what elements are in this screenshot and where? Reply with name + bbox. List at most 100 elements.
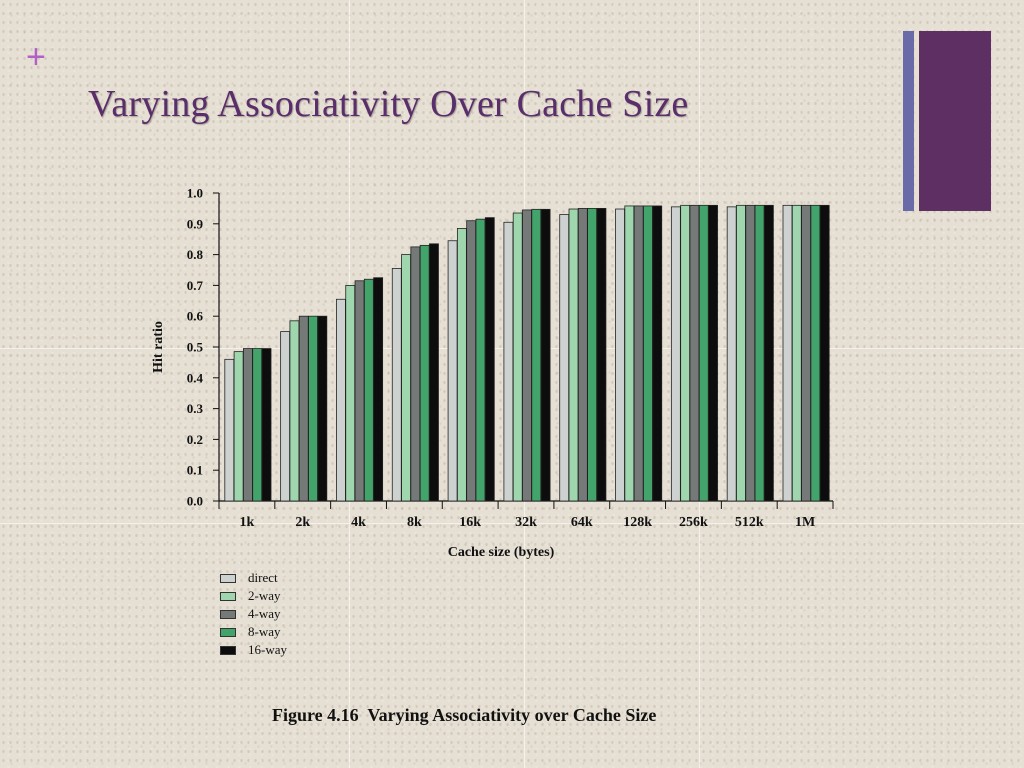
bar-16-way-16k [484, 217, 495, 502]
legend-item: 8-way [220, 623, 287, 641]
legend-item: 2-way [220, 587, 287, 605]
x-tick-label: 512k [735, 515, 764, 530]
slide-title: Varying Associativity Over Cache Size [88, 83, 689, 125]
legend-label: direct [248, 570, 278, 585]
x-tick-label: 8k [407, 515, 422, 530]
bar-16-way-8k [429, 243, 439, 502]
bar-16-way-64k [596, 207, 607, 502]
x-tick-label: 256k [679, 515, 708, 530]
bar-2-way-64k [568, 208, 579, 502]
bar-8-way-4k [363, 278, 374, 502]
bar-2-way-256k [680, 204, 691, 502]
bar-4-way-64k [577, 207, 588, 502]
legend-item: direct [220, 569, 287, 587]
x-tick-label: 128k [623, 515, 652, 530]
bar-8-way-16k [475, 218, 486, 502]
bar-2-way-512k [736, 204, 746, 502]
legend-swatch [220, 645, 236, 655]
bar-2-way-16k [456, 228, 467, 502]
bar-16-way-128k [652, 205, 663, 502]
bar-4-way-1M [801, 204, 811, 502]
bar-direct-2k [280, 331, 291, 502]
bar-4-way-32k [522, 209, 532, 502]
legend-label: 2-way [248, 588, 281, 603]
decorative-bar-blue [903, 31, 914, 211]
bar-16-way-256k [708, 204, 718, 502]
bar-direct-256k [670, 206, 681, 502]
bar-2-way-1M [791, 204, 802, 502]
x-tick-label: 1M [795, 515, 815, 530]
bar-direct-64k [559, 214, 570, 502]
y-tick-label: 0.3 [187, 401, 204, 416]
bar-direct-1k [224, 358, 235, 502]
legend-swatch [220, 573, 236, 583]
figure-caption: Figure 4.16 Varying Associativity over C… [272, 705, 657, 725]
bar-direct-4k [336, 298, 346, 502]
bar-8-way-2k [308, 315, 318, 502]
x-tick-label: 4k [351, 515, 366, 530]
bar-8-way-1k [252, 348, 263, 502]
bar-16-way-1M [819, 204, 830, 502]
bar-8-way-32k [531, 208, 542, 502]
legend-item: 4-way [220, 605, 287, 623]
decorative-bar-purple [919, 31, 991, 211]
y-tick-label: 0.6 [187, 309, 204, 324]
bar-8-way-128k [643, 205, 653, 502]
bar-2-way-128k [624, 205, 635, 502]
bar-2-way-4k [345, 284, 356, 502]
bar-direct-16k [447, 240, 458, 502]
bar-16-way-512k [763, 204, 774, 502]
bar-8-way-256k [698, 204, 709, 502]
bar-direct-8k [391, 268, 402, 502]
legend-label: 16-way [248, 642, 287, 657]
bar-4-way-8k [410, 246, 421, 502]
bar-4-way-2k [298, 315, 309, 502]
x-tick-label: 16k [459, 515, 481, 530]
bar-2-way-2k [289, 320, 300, 502]
bar-4-way-16k [466, 220, 477, 502]
y-tick-label: 0.5 [187, 340, 204, 355]
bar-direct-512k [726, 206, 737, 502]
x-tick-label: 1k [240, 515, 255, 530]
bar-4-way-4k [354, 280, 365, 502]
legend-swatch [220, 627, 236, 637]
bar-2-way-8k [401, 254, 411, 502]
y-tick-label: 0.4 [187, 370, 204, 385]
background-grid-line [0, 523, 1024, 524]
bar-8-way-1M [810, 204, 821, 502]
legend-label: 8-way [248, 624, 281, 639]
bar-2-way-32k [512, 212, 523, 502]
bar-16-way-1k [261, 348, 272, 502]
y-tick-label: 0.2 [187, 432, 203, 447]
bar-4-way-128k [633, 205, 644, 502]
bar-direct-128k [615, 208, 625, 502]
bar-8-way-8k [419, 244, 430, 502]
bar-16-way-4k [373, 277, 384, 502]
bar-2-way-1k [233, 351, 244, 502]
bar-4-way-1k [243, 348, 253, 502]
chart-legend: direct 2-way 4-way 8-way 16-way [220, 569, 287, 659]
legend-swatch [220, 609, 236, 619]
bar-4-way-512k [745, 204, 756, 502]
x-tick-label: 2k [295, 515, 310, 530]
plus-icon: + [26, 38, 46, 76]
y-tick-label: 0.7 [187, 278, 204, 293]
bar-8-way-64k [587, 207, 598, 502]
legend-item: 16-way [220, 641, 287, 659]
bar-4-way-256k [689, 204, 700, 502]
y-tick-label: 0.9 [187, 216, 204, 231]
bar-direct-1M [782, 204, 793, 502]
bar-direct-32k [503, 221, 514, 502]
x-tick-label: 64k [571, 515, 593, 530]
legend-swatch [220, 591, 236, 601]
bar-16-way-2k [317, 315, 328, 502]
y-tick-label: 1.0 [187, 186, 203, 201]
x-tick-label: 32k [515, 515, 537, 530]
bar-8-way-512k [754, 204, 765, 502]
legend-label: 4-way [248, 606, 281, 621]
y-axis-label: Hit ratio [151, 321, 166, 373]
y-tick-label: 0.8 [187, 247, 204, 262]
bar-16-way-32k [540, 208, 551, 502]
y-tick-label: 0.0 [187, 494, 203, 509]
